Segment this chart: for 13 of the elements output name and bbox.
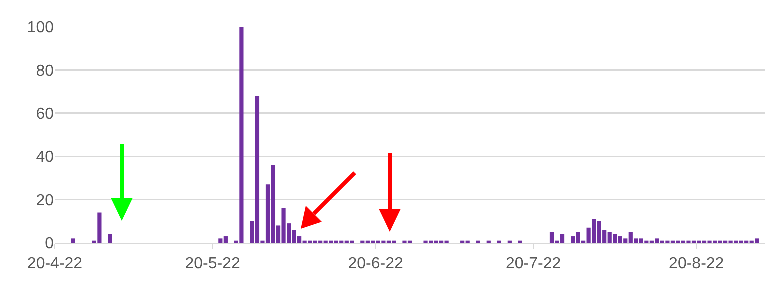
y-tick-label: 0 [45,236,54,253]
x-tick-label: 20-8-22 [669,256,724,273]
y-tick-label: 40 [36,149,54,166]
bar [71,238,76,243]
y-tick-label: 60 [36,106,54,123]
x-tick-label: 20-6-22 [348,256,404,273]
x-tick-label: 20-4-22 [27,256,83,273]
y-tick-label: 100 [27,20,54,37]
x-tick-label: 20-5-22 [185,256,240,273]
y-tick-label: 20 [36,192,54,210]
y-tick-label: 80 [36,62,54,80]
bar [108,234,112,243]
x-tick-label: 20-7-22 [506,256,562,273]
